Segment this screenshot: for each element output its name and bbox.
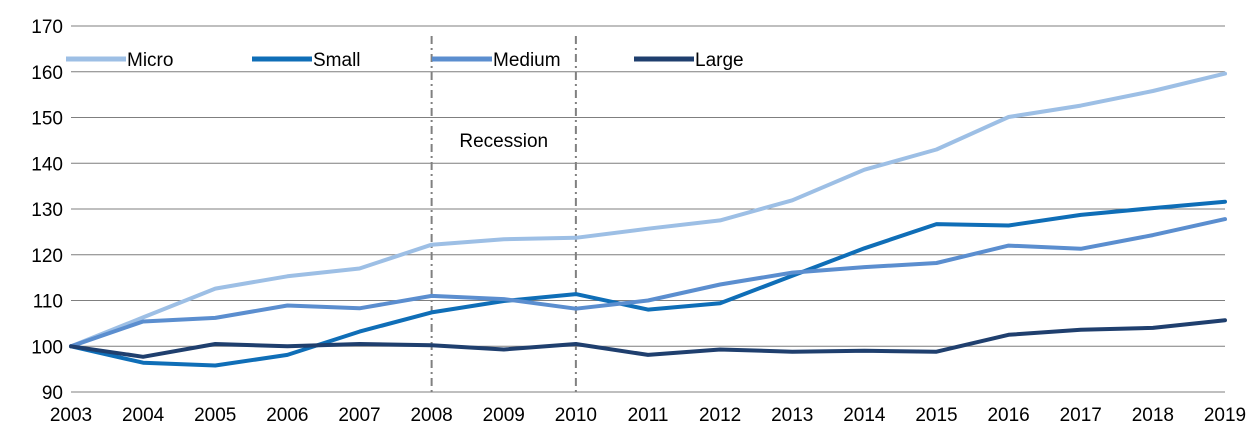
x-tick-label: 2008: [410, 405, 452, 426]
y-tick-label: 170: [31, 17, 63, 38]
y-tick-label: 100: [31, 337, 63, 358]
x-axis-tick-labels: 2003 2004 2005 2006 2007 2008 2009 2010 2011 2012…: [50, 405, 1246, 426]
x-tick-label: 2010: [555, 405, 597, 426]
x-tick-label: 2006: [266, 405, 308, 426]
x-tick-label: 2016: [987, 405, 1029, 426]
x-tick-label: 2015: [915, 405, 957, 426]
x-tick-label: 2004: [122, 405, 165, 426]
gridlines: [71, 25, 1225, 347]
x-tick-label: 2018: [1132, 405, 1174, 426]
y-tick-label: 110: [33, 292, 63, 313]
series-line-small: [69, 199, 1227, 368]
y-tick-label: 120: [31, 246, 63, 267]
series-line-medium: [69, 217, 1227, 349]
y-tick-label: 150: [31, 109, 63, 130]
legend-label-large: Large: [695, 50, 744, 71]
series-lines: [69, 71, 1227, 368]
x-tick-label: 2005: [194, 405, 236, 426]
y-axis-tick-labels: 90 100 110 120 130 140 150 160 170: [31, 17, 63, 404]
legend: Micro Small Medium Large: [66, 50, 744, 71]
x-tick-label: 2013: [771, 405, 813, 426]
x-tick-label: 2007: [338, 405, 380, 426]
recession-label: Recession: [459, 131, 548, 152]
y-tick-label: 90: [42, 383, 63, 404]
x-tick-label: 2019: [1204, 405, 1246, 426]
x-tick-label: 2014: [843, 405, 886, 426]
x-tick-label: 2017: [1060, 405, 1102, 426]
legend-label-micro: Micro: [127, 50, 173, 71]
legend-label-medium: Medium: [493, 50, 561, 71]
y-tick-label: 160: [31, 63, 63, 84]
x-tick-label: 2003: [50, 405, 92, 426]
x-tick-label: 2009: [483, 405, 525, 426]
recession-markers: [430, 36, 577, 392]
legend-label-small: Small: [313, 50, 361, 71]
y-tick-label: 130: [31, 200, 63, 221]
x-tick-label: 2011: [628, 405, 669, 426]
series-line-large: [69, 318, 1227, 359]
x-tick-label: 2012: [699, 405, 741, 426]
series-line-micro: [69, 71, 1227, 349]
y-tick-label: 140: [31, 154, 63, 175]
